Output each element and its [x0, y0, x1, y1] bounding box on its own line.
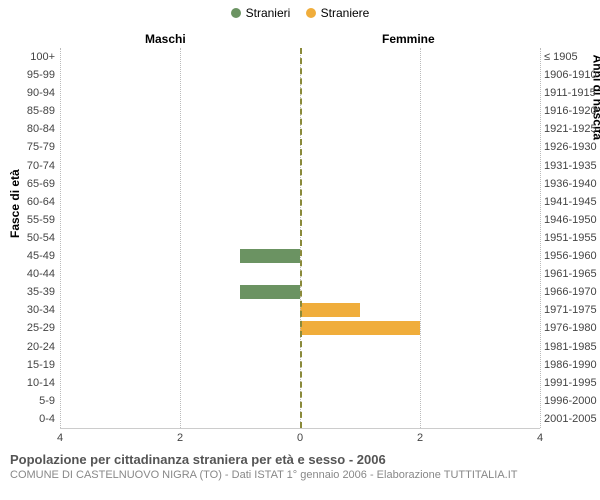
x-tick-label: 2 [177, 432, 183, 444]
age-bracket-label: 0-4 [0, 410, 55, 428]
age-bracket-label: 100+ [0, 48, 55, 66]
birth-year-label: 1941-1945 [544, 193, 600, 211]
birth-year-label: 1956-1960 [544, 247, 600, 265]
x-tick-label: 4 [57, 432, 63, 444]
age-bracket-label: 30-34 [0, 301, 55, 319]
birth-year-label: 1976-1980 [544, 319, 600, 337]
birth-year-label: 1926-1930 [544, 138, 600, 156]
male-bar [240, 285, 300, 299]
grid-line [180, 48, 181, 428]
x-tick-label: 2 [417, 432, 423, 444]
age-bracket-label: 40-44 [0, 265, 55, 283]
birth-year-label: ≤ 1905 [544, 48, 600, 66]
age-bracket-label: 25-29 [0, 319, 55, 337]
legend-label-male: Stranieri [246, 6, 291, 20]
chart-titles: Popolazione per cittadinanza straniera p… [10, 452, 590, 481]
age-bracket-label: 85-89 [0, 102, 55, 120]
age-bracket-label: 60-64 [0, 193, 55, 211]
age-bracket-label: 80-84 [0, 120, 55, 138]
female-bar [300, 321, 420, 335]
age-bracket-label: 75-79 [0, 138, 55, 156]
birth-year-label: 1996-2000 [544, 392, 600, 410]
birth-year-label: 1916-1920 [544, 102, 600, 120]
birth-year-label: 1931-1935 [544, 157, 600, 175]
birth-year-label: 1991-1995 [544, 374, 600, 392]
age-bracket-label: 35-39 [0, 283, 55, 301]
birth-year-label: 1946-1950 [544, 211, 600, 229]
birth-year-label: 1961-1965 [544, 265, 600, 283]
legend-item-female: Straniere [306, 6, 370, 20]
age-bracket-label: 50-54 [0, 229, 55, 247]
birth-year-label: 1981-1985 [544, 338, 600, 356]
birth-year-label: 1986-1990 [544, 356, 600, 374]
chart-container: Stranieri Straniere Maschi Femmine Fasce… [0, 0, 600, 500]
age-bracket-label: 15-19 [0, 356, 55, 374]
column-header-male: Maschi [145, 32, 186, 46]
legend-item-male: Stranieri [231, 6, 291, 20]
chart-title: Popolazione per cittadinanza straniera p… [10, 452, 590, 467]
age-bracket-label: 95-99 [0, 66, 55, 84]
birth-year-label: 1951-1955 [544, 229, 600, 247]
birth-year-label: 2001-2005 [544, 410, 600, 428]
birth-year-label: 1911-1915 [544, 84, 600, 102]
age-bracket-label: 10-14 [0, 374, 55, 392]
birth-year-label: 1936-1940 [544, 175, 600, 193]
legend-dot-male [231, 8, 241, 18]
age-bracket-label: 5-9 [0, 392, 55, 410]
male-bar [240, 249, 300, 263]
age-bracket-label: 65-69 [0, 175, 55, 193]
age-bracket-label: 70-74 [0, 157, 55, 175]
female-bar [300, 303, 360, 317]
grid-line [540, 48, 541, 428]
birth-year-label: 1971-1975 [544, 301, 600, 319]
birth-year-label: 1906-1910 [544, 66, 600, 84]
x-axis-baseline [60, 428, 540, 429]
legend: Stranieri Straniere [0, 6, 600, 21]
column-header-female: Femmine [382, 32, 435, 46]
legend-dot-female [306, 8, 316, 18]
x-tick-label: 0 [297, 432, 303, 444]
x-tick-label: 4 [537, 432, 543, 444]
center-divider [300, 48, 302, 428]
birth-year-label: 1921-1925 [544, 120, 600, 138]
legend-label-female: Straniere [321, 6, 370, 20]
grid-line [420, 48, 421, 428]
age-bracket-label: 55-59 [0, 211, 55, 229]
chart-subtitle: COMUNE DI CASTELNUOVO NIGRA (TO) - Dati … [10, 469, 590, 481]
age-bracket-label: 20-24 [0, 338, 55, 356]
birth-year-label: 1966-1970 [544, 283, 600, 301]
age-bracket-label: 90-94 [0, 84, 55, 102]
grid-line [60, 48, 61, 428]
age-bracket-label: 45-49 [0, 247, 55, 265]
